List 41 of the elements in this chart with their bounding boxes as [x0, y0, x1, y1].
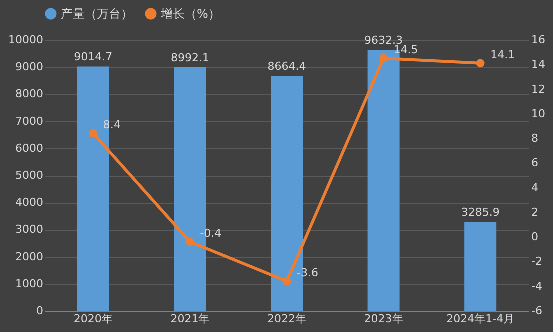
y-tick-label: 2000: [16, 250, 44, 264]
data-label: 9014.7: [74, 50, 113, 64]
legend-label: 产量（万台）: [61, 7, 133, 21]
y2-tick-label: 16: [532, 34, 546, 46]
y-tick-label: 7000: [16, 114, 44, 128]
y2-tick-label: 12: [532, 82, 546, 96]
y-tick-label: 6000: [16, 142, 44, 155]
data-label: 14.1: [490, 48, 516, 62]
y-tick-label: 9000: [16, 60, 44, 74]
y2-tick-label: -6: [532, 304, 542, 318]
x-tick-label: 2022年: [268, 312, 306, 326]
x-tick-label: 2024年1-4月: [446, 312, 515, 326]
y-tick-label: 4000: [16, 196, 44, 210]
y-tick-label: 3000: [16, 223, 44, 236]
y-tick-label: 0: [36, 304, 44, 318]
y2-tick-label: 14: [532, 58, 546, 72]
y2-tick-label: 10: [532, 107, 546, 120]
y2-tick-label: 8: [532, 132, 538, 146]
bar: [464, 222, 497, 311]
point: [186, 238, 194, 246]
y2-tick-label: 0: [532, 230, 538, 244]
x-tick-label: 2023年: [364, 312, 404, 326]
y2-tick-label: 2: [532, 206, 538, 219]
legend-label: 增长（%）: [160, 7, 220, 21]
x-tick-label: 2021年: [170, 312, 210, 326]
x-tick-label: 2020年: [74, 312, 113, 326]
y-tick-label: 1000: [16, 277, 44, 290]
y2-tick-label: -2: [532, 255, 542, 268]
y2-tick-label: 4: [532, 181, 538, 194]
point: [476, 59, 485, 68]
y-tick-label: 5000: [16, 169, 44, 182]
data-label: 8992.1: [170, 51, 210, 64]
y2-tick-label: -4: [532, 280, 542, 293]
point: [380, 54, 388, 63]
data-label: 8664.4: [268, 60, 306, 74]
y2-tick-label: 6: [532, 156, 538, 170]
point: [89, 129, 98, 138]
y-tick-label: 8000: [16, 88, 44, 101]
data-label: 3285.9: [461, 206, 500, 219]
point: [282, 277, 292, 286]
y-tick-label: 10000: [8, 34, 44, 46]
